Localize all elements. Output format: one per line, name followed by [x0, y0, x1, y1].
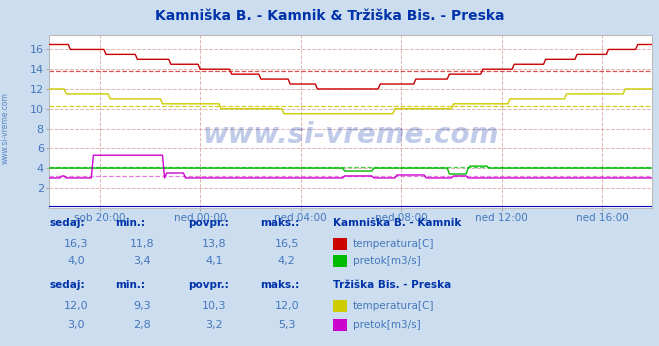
Text: 9,3: 9,3: [133, 301, 150, 311]
Text: sedaj:: sedaj:: [49, 218, 85, 228]
Text: 3,2: 3,2: [206, 320, 223, 330]
Text: 4,1: 4,1: [206, 256, 223, 266]
Text: sedaj:: sedaj:: [49, 281, 85, 290]
Text: maks.:: maks.:: [260, 218, 300, 228]
Text: 12,0: 12,0: [274, 301, 299, 311]
Text: www.si-vreme.com: www.si-vreme.com: [1, 92, 10, 164]
Text: 4,2: 4,2: [278, 256, 295, 266]
Text: maks.:: maks.:: [260, 281, 300, 290]
Text: 16,5: 16,5: [274, 239, 299, 249]
Text: 3,4: 3,4: [133, 256, 150, 266]
Text: www.si-vreme.com: www.si-vreme.com: [203, 121, 499, 149]
Text: 12,0: 12,0: [63, 301, 88, 311]
Text: Kamniška B. - Kamnik: Kamniška B. - Kamnik: [333, 218, 461, 228]
Text: pretok[m3/s]: pretok[m3/s]: [353, 256, 420, 266]
Text: 16,3: 16,3: [63, 239, 88, 249]
Text: 2,8: 2,8: [133, 320, 150, 330]
Text: Kamniška B. - Kamnik & Tržiška Bis. - Preska: Kamniška B. - Kamnik & Tržiška Bis. - Pr…: [155, 9, 504, 22]
Text: 4,0: 4,0: [67, 256, 84, 266]
Text: min.:: min.:: [115, 218, 146, 228]
Text: min.:: min.:: [115, 281, 146, 290]
Text: temperatura[C]: temperatura[C]: [353, 301, 434, 311]
Text: 3,0: 3,0: [67, 320, 84, 330]
Text: povpr.:: povpr.:: [188, 281, 229, 290]
Text: 10,3: 10,3: [202, 301, 227, 311]
Text: pretok[m3/s]: pretok[m3/s]: [353, 320, 420, 330]
Text: 13,8: 13,8: [202, 239, 227, 249]
Text: 11,8: 11,8: [129, 239, 154, 249]
Text: temperatura[C]: temperatura[C]: [353, 239, 434, 249]
Text: Tržiška Bis. - Preska: Tržiška Bis. - Preska: [333, 281, 451, 290]
Text: povpr.:: povpr.:: [188, 218, 229, 228]
Text: 5,3: 5,3: [278, 320, 295, 330]
